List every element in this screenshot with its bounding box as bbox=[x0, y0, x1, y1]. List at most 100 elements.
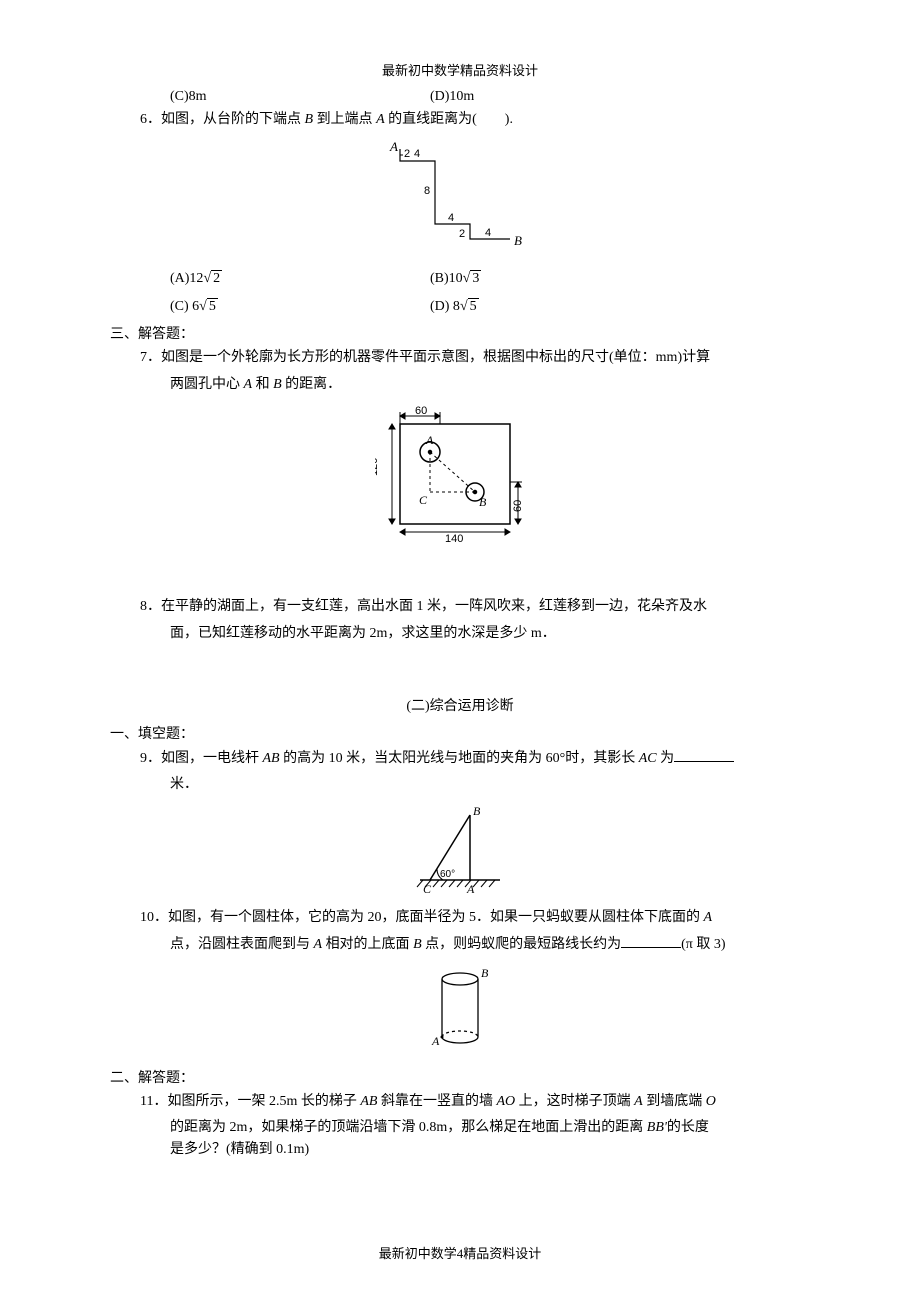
section-2-heading: 二、解答题： bbox=[110, 1067, 810, 1087]
q8-line2: 面，已知红莲移动的水平距离为 2m，求这里的水深是多少 m． bbox=[170, 623, 810, 645]
q6-fig-n4c: 4 bbox=[448, 212, 454, 224]
q6-fig-n2b: 2 bbox=[459, 228, 465, 240]
q6-text-b: 到上端点 bbox=[313, 112, 376, 127]
q6-opt-c-pre: (C) 6 bbox=[170, 299, 199, 314]
q7-fig-120: 120 bbox=[375, 458, 380, 476]
q11-var-ao: AO bbox=[496, 1094, 515, 1109]
q9-fig-a: A bbox=[466, 882, 475, 895]
q10-l2-a: 点，沿圆柱表面爬到与 bbox=[170, 937, 314, 952]
q6-fig-label-a: A bbox=[389, 139, 398, 154]
q10-fig-b: B bbox=[481, 966, 489, 980]
q6-text-a: 6．如图，从台阶的下端点 bbox=[140, 112, 305, 127]
q9-line2: 米． bbox=[170, 774, 810, 796]
page-header: 最新初中数学精品资料设计 bbox=[110, 60, 810, 79]
q9-l1-a: 9．如图，一电线杆 bbox=[140, 751, 263, 766]
q6-opt-c-rad: 5 bbox=[207, 298, 218, 314]
q10-l2-d: (π 取 3) bbox=[681, 937, 725, 952]
q7-l2-a: 两圆孔中心 bbox=[170, 377, 244, 392]
q7-fig-b: B bbox=[479, 495, 487, 509]
q9-l1-b: 的高为 10 米，当太阳光线与地面的夹角为 60°时，其影长 bbox=[280, 751, 639, 766]
q6-opt-d-pre: (D) 8 bbox=[430, 299, 460, 314]
page-footer: 最新初中数学4精品资料设计 bbox=[0, 1243, 920, 1262]
q7-fig-140: 140 bbox=[445, 533, 463, 544]
q11-line1: 11．如图所示，一架 2.5m 长的梯子 AB 斜靠在一竖直的墙 AO 上，这时… bbox=[140, 1091, 810, 1113]
q6-var-b: B bbox=[305, 112, 314, 127]
q9-figure: B A C 60° bbox=[110, 805, 810, 895]
q7-figure: 60 120 140 60 A B C bbox=[110, 404, 810, 544]
q7-fig-a: A bbox=[425, 433, 434, 447]
q6-text-c: 的直线距离为( ). bbox=[385, 112, 513, 127]
q9-l1-c: 为 bbox=[657, 751, 675, 766]
q11-l1-c: 上，这时梯子顶端 bbox=[515, 1094, 634, 1109]
q6-options-ab: (A)12√2 (B)10√3 bbox=[170, 271, 810, 287]
q6-fig-n2a: 2 bbox=[404, 148, 410, 160]
q11-l2-b: 的长度 bbox=[667, 1120, 709, 1135]
q9-fig-ang: 60° bbox=[440, 869, 455, 880]
q9-fig-c: C bbox=[423, 882, 432, 895]
q5-opt-d: (D)10m bbox=[430, 89, 810, 105]
q7-l2-b: 和 bbox=[252, 377, 273, 392]
q10-var-a: A bbox=[704, 910, 713, 925]
footer-text-right: 精品资料设计 bbox=[463, 1246, 541, 1261]
q6-var-a: A bbox=[376, 112, 385, 127]
q6-stem: 6．如图，从台阶的下端点 B 到上端点 A 的直线距离为( ). bbox=[140, 109, 810, 131]
q6-opt-d-rad: 5 bbox=[468, 298, 479, 314]
q10-line2: 点，沿圆柱表面爬到与 A 相对的上底面 B 点，则蚂蚁爬的最短路线长约为 (π 取… bbox=[170, 933, 810, 956]
q10-fig-a: A bbox=[431, 1034, 440, 1048]
q5-opt-c: (C)8m bbox=[170, 89, 430, 105]
q5-options-cd: (C)8m (D)10m bbox=[170, 89, 810, 105]
footer-text-left: 最新初中数学 bbox=[379, 1246, 457, 1261]
q6-opt-a-rad: 2 bbox=[211, 270, 222, 286]
q10-line1: 10．如图，有一个圆柱体，它的高为 20，底面半径为 5．如果一只蚂蚁要从圆柱体… bbox=[140, 907, 810, 929]
q11-l1-d: 到墙底端 bbox=[643, 1094, 706, 1109]
q6-opt-b: (B)10√3 bbox=[430, 271, 810, 287]
q6-fig-label-b: B bbox=[514, 233, 522, 248]
q10-var-b: B bbox=[413, 937, 422, 952]
q11-l1-b: 斜靠在一竖直的墙 bbox=[377, 1094, 496, 1109]
q7-fig-60: 60 bbox=[415, 405, 427, 417]
section-mid-heading: (二)综合运用诊断 bbox=[110, 695, 810, 715]
sqrt-icon: √2 bbox=[203, 271, 222, 287]
q6-options-cd: (C) 6√5 (D) 8√5 bbox=[170, 299, 810, 315]
q7-fig-60b: 60 bbox=[512, 500, 524, 512]
q6-fig-n4a: 4 bbox=[414, 148, 420, 160]
q9-blank bbox=[674, 747, 734, 762]
q11-l1-a: 11．如图所示，一架 2.5m 长的梯子 bbox=[140, 1094, 360, 1109]
q6-opt-b-rad: 3 bbox=[470, 270, 481, 286]
q6-opt-d: (D) 8√5 bbox=[430, 299, 810, 315]
q6-opt-a: (A)12√2 bbox=[170, 271, 430, 287]
q6-opt-a-pre: (A)12 bbox=[170, 271, 203, 286]
q10-blank bbox=[621, 933, 681, 948]
q11-var-o: O bbox=[706, 1094, 716, 1109]
q7-line2: 两圆孔中心 A 和 B 的距离． bbox=[170, 374, 810, 396]
q11-var-bb: BB' bbox=[647, 1120, 667, 1135]
q7-l2-c: 的距离． bbox=[282, 377, 342, 392]
q9-line1: 9．如图，一电线杆 AB 的高为 10 米，当太阳光线与地面的夹角为 60°时，… bbox=[140, 747, 810, 770]
q11-var-ab: AB bbox=[360, 1094, 377, 1109]
q10-l1-a: 10．如图，有一个圆柱体，它的高为 20，底面半径为 5．如果一只蚂蚁要从圆柱体… bbox=[140, 910, 704, 925]
q6-fig-n4d: 4 bbox=[485, 227, 491, 239]
q7-var-b: B bbox=[273, 377, 282, 392]
section-3-heading: 三、解答题： bbox=[110, 323, 810, 343]
q10-var-a2: A bbox=[314, 937, 323, 952]
q11-l2-a: 的距离为 2m，如果梯子的顶端沿墙下滑 0.8m，那么梯足在地面上滑出的距离 bbox=[170, 1120, 647, 1135]
q6-fig-n8: 8 bbox=[424, 185, 430, 197]
q10-l2-b: 相对的上底面 bbox=[322, 937, 413, 952]
q6-figure: A B 2 4 8 4 2 4 bbox=[110, 139, 810, 259]
sqrt-icon: √5 bbox=[460, 299, 479, 315]
q8-line1: 8．在平静的湖面上，有一支红莲，高出水面 1 米，一阵风吹来，红莲移到一边，花朵… bbox=[140, 596, 810, 618]
section-1-heading: 一、填空题： bbox=[110, 723, 810, 743]
q11-line3: 是多少？(精确到 0.1m) bbox=[170, 1139, 810, 1161]
sqrt-icon: √5 bbox=[199, 299, 218, 315]
q7-var-a: A bbox=[244, 377, 253, 392]
q10-figure: B A bbox=[110, 965, 810, 1055]
q6-opt-c: (C) 6√5 bbox=[170, 299, 430, 315]
q6-opt-b-pre: (B)10 bbox=[430, 271, 463, 286]
q10-l2-c: 点，则蚂蚁爬的最短路线长约为 bbox=[422, 937, 622, 952]
q11-var-a: A bbox=[634, 1094, 643, 1109]
q7-fig-c: C bbox=[419, 493, 428, 507]
q9-fig-b: B bbox=[473, 805, 481, 818]
q9-var-ab: AB bbox=[263, 751, 280, 766]
sqrt-icon: √3 bbox=[463, 271, 482, 287]
q9-var-ac: AC bbox=[639, 751, 657, 766]
